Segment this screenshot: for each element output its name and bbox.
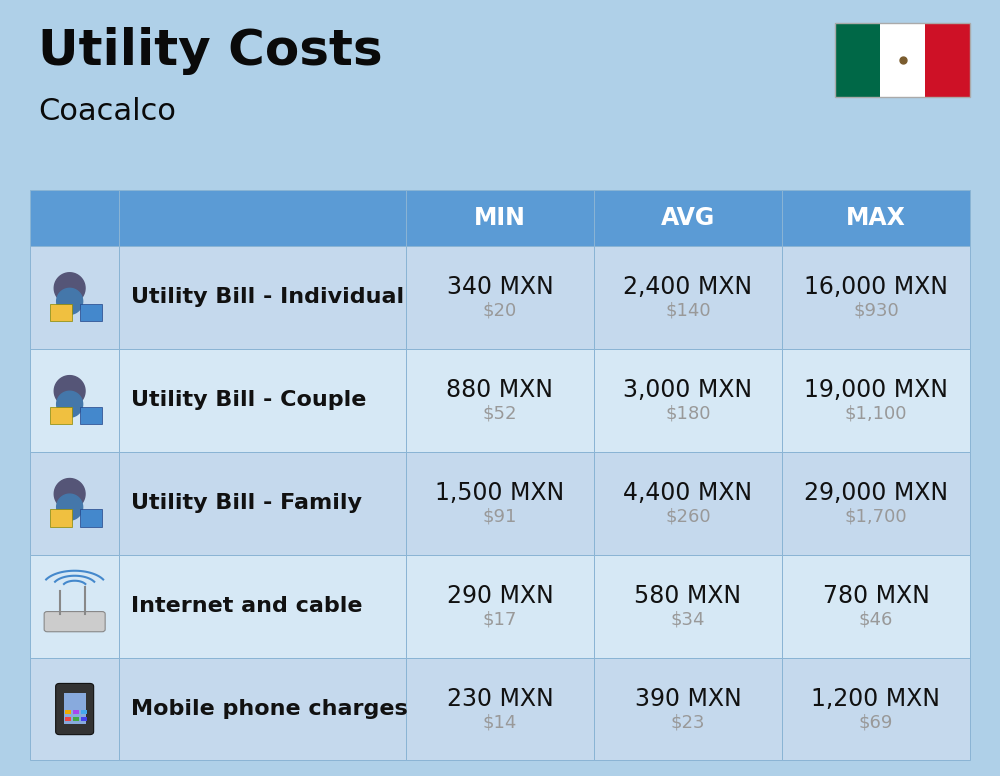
Bar (30, 555, 119, 657)
Text: 19,000 MXN: 19,000 MXN (804, 378, 948, 402)
Bar (880, 23, 925, 97)
Text: Utility Costs: Utility Costs (38, 27, 383, 75)
Text: MIN: MIN (474, 206, 526, 230)
Text: $23: $23 (671, 713, 705, 732)
Polygon shape (54, 272, 85, 303)
Bar (65, 717, 71, 721)
Text: $34: $34 (671, 611, 705, 629)
FancyBboxPatch shape (44, 611, 105, 632)
Bar (119, 349, 406, 452)
Text: $14: $14 (483, 713, 517, 732)
Text: $180: $180 (665, 405, 711, 423)
Text: $1,100: $1,100 (845, 405, 907, 423)
Bar (30, 452, 119, 555)
Bar (119, 657, 406, 760)
Bar (50, 509, 72, 526)
Text: Utility Bill - Family: Utility Bill - Family (131, 494, 362, 513)
Text: 1,200 MXN: 1,200 MXN (811, 687, 940, 711)
Text: $52: $52 (483, 405, 517, 423)
Bar (835, 23, 970, 97)
Bar (782, 657, 970, 760)
Text: $69: $69 (859, 713, 893, 732)
Bar (406, 246, 594, 349)
Bar (594, 452, 782, 555)
Text: Mobile phone charges: Mobile phone charges (131, 699, 408, 719)
Bar (30, 246, 119, 349)
Text: $260: $260 (665, 508, 711, 525)
Polygon shape (54, 376, 85, 407)
Bar (406, 349, 594, 452)
Text: Utility Bill - Individual: Utility Bill - Individual (131, 287, 404, 307)
Bar (925, 23, 970, 97)
Text: Coacalco: Coacalco (38, 97, 176, 126)
Text: Utility Bill - Couple: Utility Bill - Couple (131, 390, 367, 411)
Text: Internet and cable: Internet and cable (131, 596, 363, 616)
Text: 230 MXN: 230 MXN (447, 687, 553, 711)
Text: $140: $140 (665, 302, 711, 320)
Text: 4,400 MXN: 4,400 MXN (623, 481, 753, 505)
Bar (81, 717, 87, 721)
Bar (50, 407, 72, 424)
Text: $1,700: $1,700 (845, 508, 907, 525)
Bar (594, 190, 782, 246)
Bar (594, 246, 782, 349)
Bar (782, 349, 970, 452)
Bar (80, 509, 102, 526)
FancyBboxPatch shape (56, 684, 94, 735)
Text: 390 MXN: 390 MXN (635, 687, 741, 711)
Bar (782, 190, 970, 246)
Bar (119, 246, 406, 349)
Bar (30, 190, 119, 246)
Bar (73, 717, 79, 721)
Polygon shape (57, 391, 83, 417)
Text: AVG: AVG (661, 206, 715, 230)
Text: $930: $930 (853, 302, 899, 320)
Bar (65, 710, 71, 714)
Bar (64, 693, 86, 724)
Bar (594, 555, 782, 657)
Bar (80, 303, 102, 320)
Bar (782, 555, 970, 657)
Text: 780 MXN: 780 MXN (823, 584, 929, 608)
Bar (119, 190, 406, 246)
Polygon shape (57, 289, 83, 314)
Bar (30, 349, 119, 452)
Bar (119, 555, 406, 657)
Bar (406, 452, 594, 555)
Bar (80, 407, 102, 424)
Bar (406, 190, 594, 246)
Bar (119, 452, 406, 555)
Bar (594, 657, 782, 760)
Text: $17: $17 (483, 611, 517, 629)
Text: 580 MXN: 580 MXN (634, 584, 742, 608)
Text: 1,500 MXN: 1,500 MXN (435, 481, 565, 505)
Bar (594, 349, 782, 452)
Text: 340 MXN: 340 MXN (447, 275, 553, 300)
Text: 16,000 MXN: 16,000 MXN (804, 275, 948, 300)
Text: 290 MXN: 290 MXN (447, 584, 553, 608)
Bar (50, 303, 72, 320)
Text: $91: $91 (483, 508, 517, 525)
Bar (30, 657, 119, 760)
Bar (782, 452, 970, 555)
Text: MAX: MAX (846, 206, 906, 230)
Text: 3,000 MXN: 3,000 MXN (623, 378, 753, 402)
Bar (406, 555, 594, 657)
Bar (406, 657, 594, 760)
Text: 880 MXN: 880 MXN (446, 378, 553, 402)
Text: $46: $46 (859, 611, 893, 629)
Bar (81, 710, 87, 714)
Polygon shape (54, 479, 85, 509)
Text: 29,000 MXN: 29,000 MXN (804, 481, 948, 505)
Polygon shape (57, 494, 83, 520)
Text: 2,400 MXN: 2,400 MXN (623, 275, 753, 300)
Bar (835, 23, 880, 97)
Bar (73, 710, 79, 714)
Text: $20: $20 (483, 302, 517, 320)
Bar (782, 246, 970, 349)
